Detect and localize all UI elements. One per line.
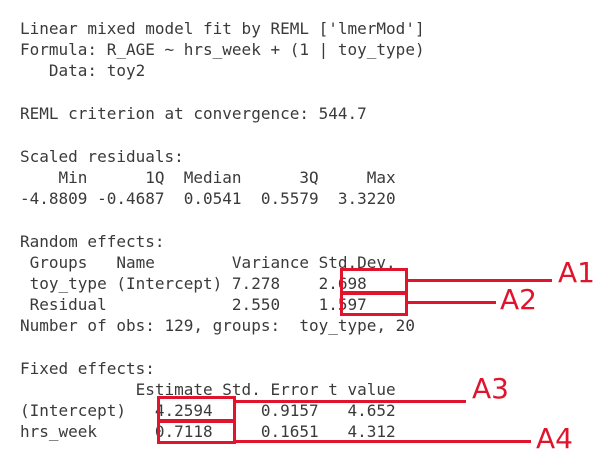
scaled-residuals-heading: Scaled residuals: [20,147,184,166]
model-header-line: Linear mixed model fit by REML ['lmerMod… [20,19,425,38]
random-effects-toy-type-row: toy_type (Intercept) 7.278 2.698 [20,274,367,293]
annotation-label-a3: A3 [472,372,509,405]
leader-line-a3 [236,400,466,403]
leader-line-a2 [408,301,496,304]
reml-criterion-line: REML criterion at convergence: 544.7 [20,104,367,123]
fixed-effects-hrs-week-row: hrs_week 0.7118 0.1651 4.312 [20,422,396,441]
residuals-values-row: -4.8809 -0.4687 0.0541 0.5579 3.3220 [20,189,396,208]
annotation-label-a2: A2 [500,283,537,316]
number-of-obs-line: Number of obs: 129, groups: toy_type, 20 [20,316,415,335]
annotation-label-a1: A1 [558,256,595,289]
highlight-box-a2 [340,291,408,316]
leader-line-a4 [236,440,531,443]
residuals-header-row: Min 1Q Median 3Q Max [20,168,396,187]
fixed-effects-intercept-row: (Intercept) 4.2594 0.9157 4.652 [20,401,396,420]
leader-line-a1 [408,279,552,282]
formula-line: Formula: R_AGE ~ hrs_week + (1 | toy_typ… [20,40,425,59]
random-effects-residual-row: Residual 2.550 1.597 [20,295,367,314]
data-line: Data: toy2 [20,61,146,80]
fixed-effects-heading: Fixed effects: [20,359,155,378]
random-effects-heading: Random effects: [20,232,165,251]
highlight-box-a4 [157,419,236,444]
annotation-label-a4: A4 [536,422,573,455]
fixed-effects-header-row: Estimate Std. Error t value [20,380,396,399]
random-effects-header-row: Groups Name Variance Std.Dev. [20,253,396,272]
